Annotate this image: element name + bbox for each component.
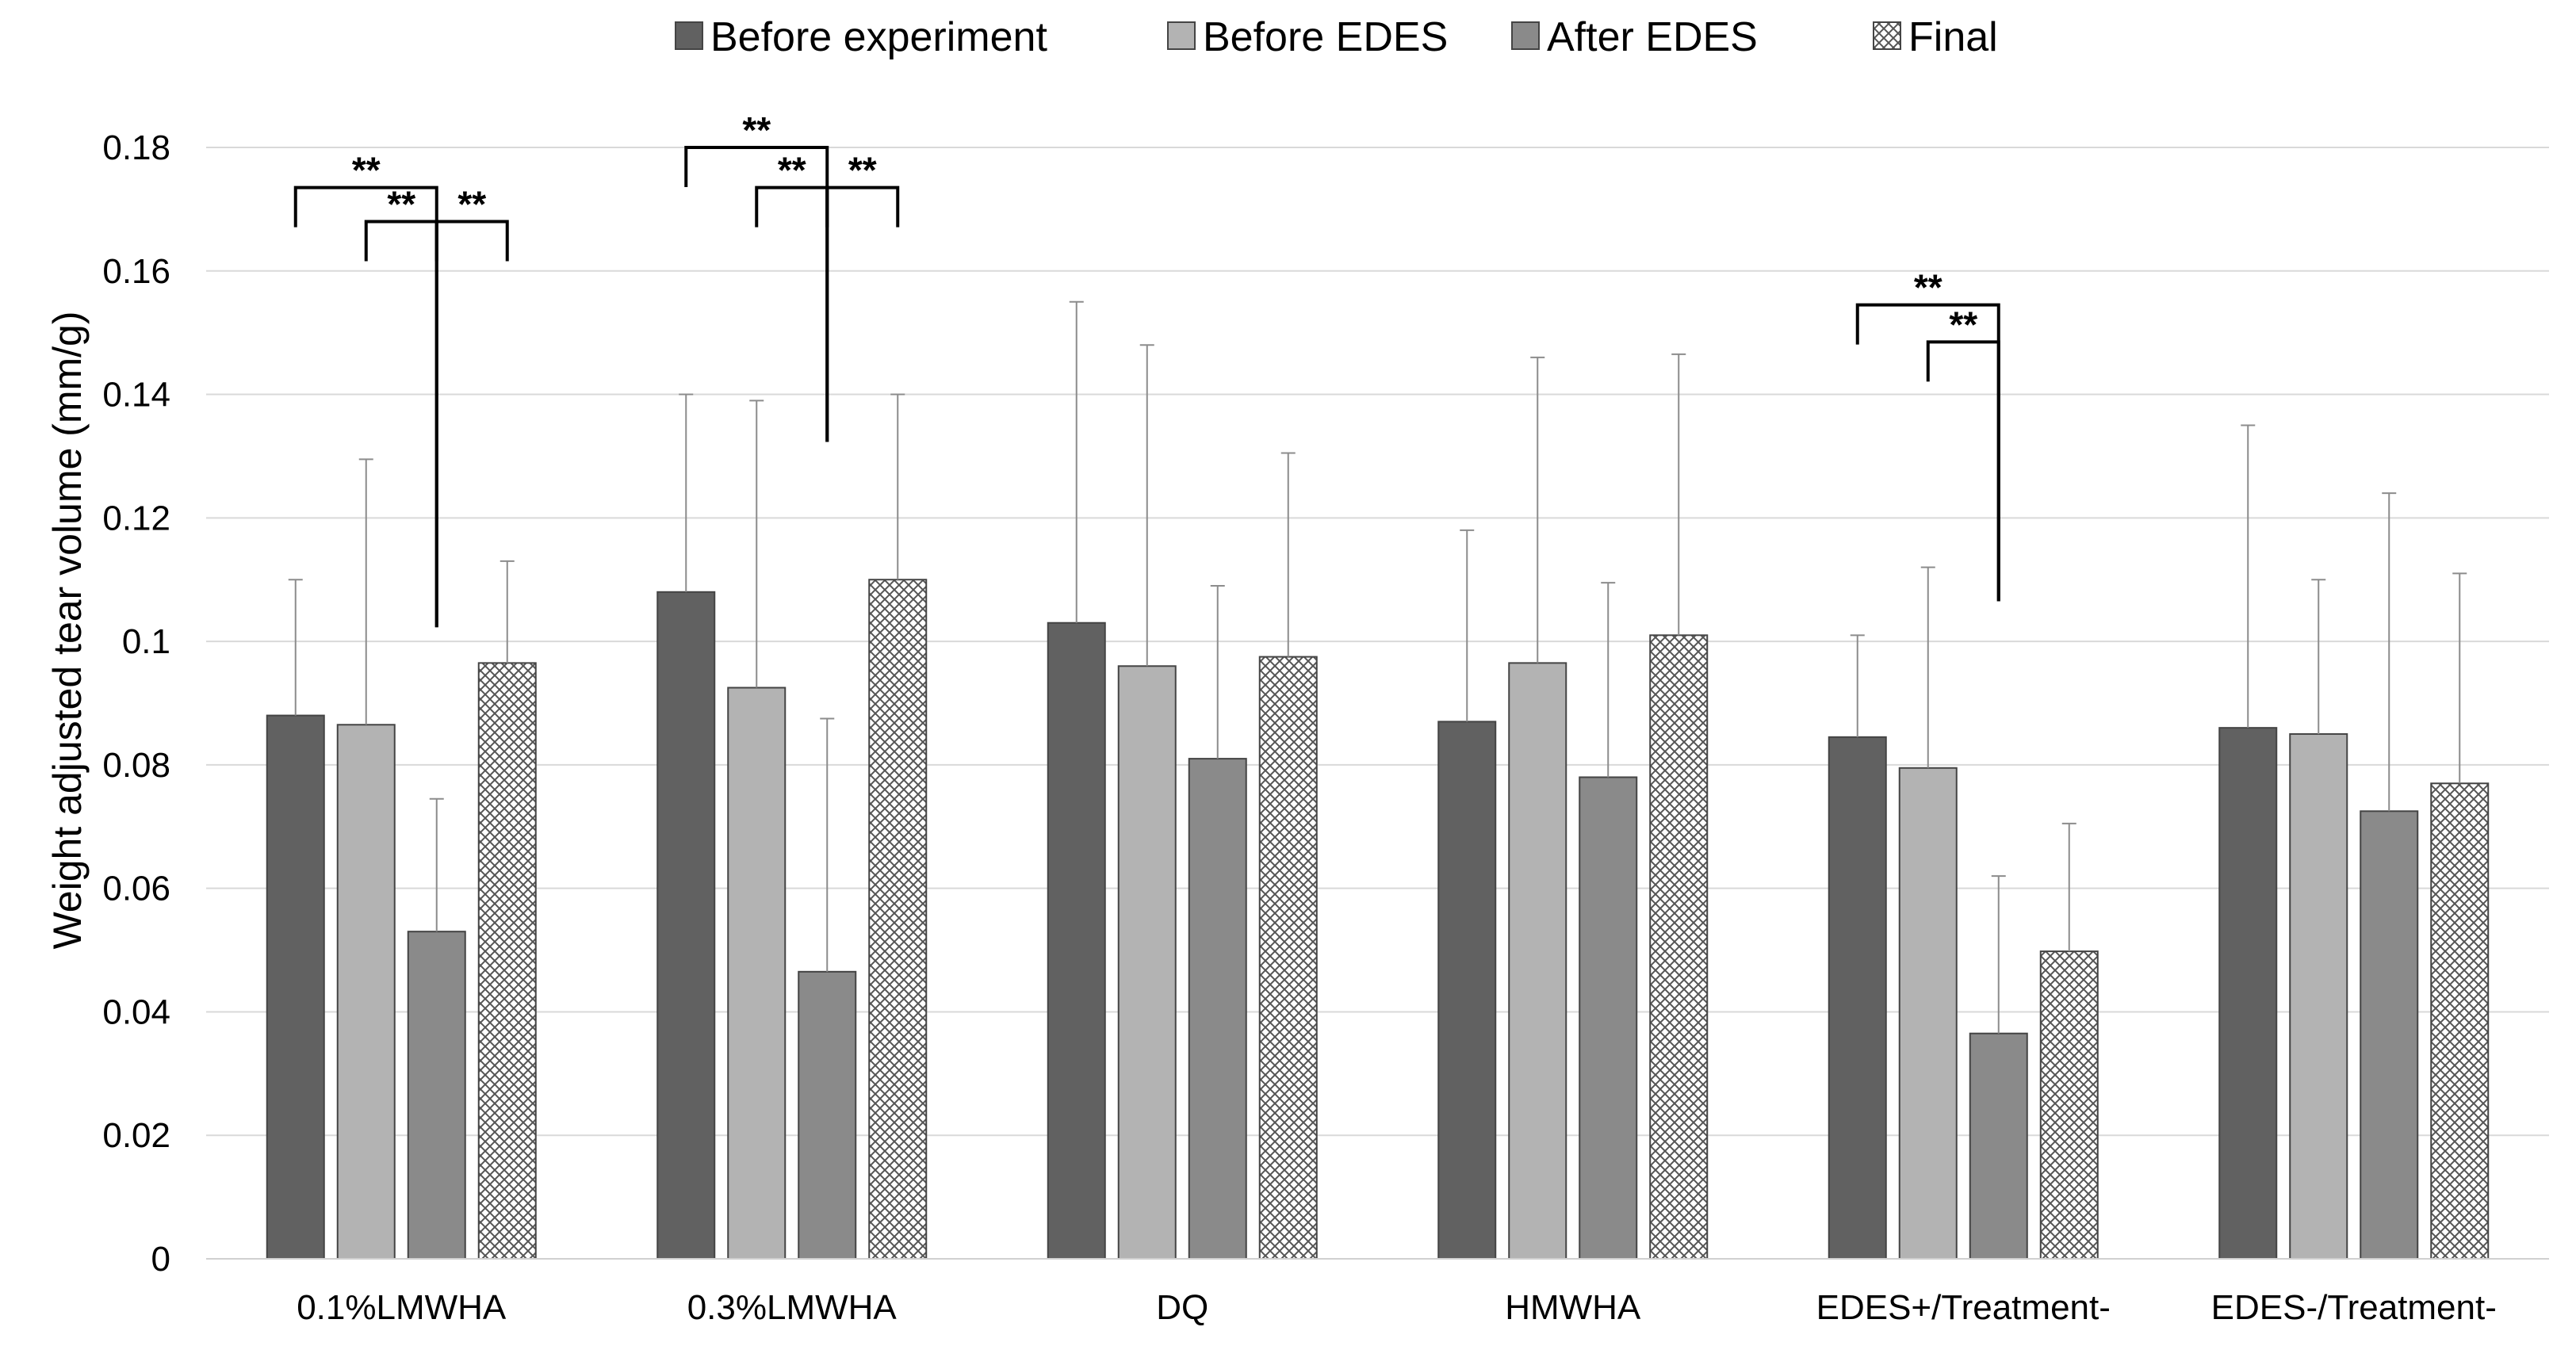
bar — [2039, 950, 2099, 1260]
bar — [2430, 782, 2490, 1260]
bar — [1828, 736, 1887, 1260]
bar — [2360, 810, 2419, 1260]
legend-label: Final — [1908, 14, 1998, 60]
significance-label: ** — [387, 183, 415, 224]
legend-swatch — [1873, 21, 1901, 50]
y-tick-label: 0.16 — [102, 252, 170, 291]
bar — [1898, 767, 1958, 1260]
bar — [1969, 1032, 2028, 1260]
y-axis-label: Weight adjusted tear volume (mm/g) — [45, 312, 90, 950]
y-tick-label: 0.04 — [102, 992, 170, 1031]
significance-brackets: **** ****** ****** — [293, 109, 2000, 628]
legend-swatch — [675, 21, 703, 50]
significance-label: ** — [1949, 304, 1977, 345]
bar — [1649, 634, 1709, 1260]
gridlines — [206, 147, 2549, 1137]
y-tick-label: 0.02 — [102, 1116, 170, 1155]
y-tick-label: 0.08 — [102, 746, 170, 785]
x-axis: 0.1%LMWHA 0.3%LMWHA DQ HMWHA EDES+/Treatment… — [206, 1258, 2549, 1327]
x-tick-label: EDES+/Treatment- — [1816, 1288, 2111, 1327]
bar — [1437, 721, 1497, 1260]
y-tick-label: 0.18 — [102, 128, 170, 167]
bar — [868, 579, 928, 1260]
x-tick-label: HMWHA — [1505, 1288, 1641, 1327]
bar — [1258, 656, 1318, 1260]
bar — [727, 686, 787, 1260]
error-bars — [288, 300, 2467, 1034]
legend-label: After EDES — [1547, 14, 1758, 60]
y-tick-label: 0.12 — [102, 499, 170, 537]
x-tick-label: EDES-/Treatment- — [2211, 1288, 2497, 1327]
significance-bracket — [755, 185, 829, 442]
bar — [656, 591, 716, 1260]
bar — [1188, 758, 1247, 1260]
significance-label: ** — [848, 150, 877, 191]
significance-label: ** — [457, 183, 486, 224]
bar — [1047, 621, 1106, 1260]
x-tick-label: 0.3%LMWHA — [687, 1288, 898, 1327]
bar — [336, 724, 396, 1260]
x-tick-label: DQ — [1156, 1288, 1208, 1327]
significance-label: ** — [1914, 267, 1943, 308]
significance-bracket — [825, 185, 900, 228]
y-tick-label: 0 — [151, 1240, 170, 1279]
bar — [266, 714, 325, 1260]
bar — [1117, 665, 1177, 1260]
y-axis: 0 0.02 0.04 0.06 0.08 0.1 0.12 0.14 0.16 0.18 — [102, 128, 170, 1279]
significance-bracket — [434, 220, 509, 262]
bars — [266, 579, 2490, 1260]
bar — [1508, 662, 1567, 1260]
significance-label: ** — [352, 150, 381, 191]
legend-swatch — [1511, 21, 1540, 50]
bar — [477, 662, 537, 1260]
significance-bracket — [364, 220, 438, 628]
legend-swatch — [1167, 21, 1196, 50]
legend: Before experiment Before EDES After EDES Fi… — [675, 14, 1998, 60]
significance-label: ** — [778, 150, 806, 191]
bar — [2289, 732, 2348, 1260]
legend-label: Before EDES — [1203, 14, 1448, 60]
significance-bracket — [1926, 340, 2000, 602]
bar — [2218, 727, 2278, 1260]
y-tick-label: 0.14 — [102, 376, 170, 415]
significance-label: ** — [742, 109, 771, 151]
bar — [798, 970, 857, 1260]
legend-label: Before experiment — [710, 14, 1047, 60]
x-tick-label: 0.1%LMWHA — [297, 1288, 507, 1327]
y-tick-label: 0.1 — [122, 622, 170, 661]
y-tick-label: 0.06 — [102, 870, 170, 908]
bar — [407, 931, 466, 1260]
bar — [1579, 776, 1638, 1260]
